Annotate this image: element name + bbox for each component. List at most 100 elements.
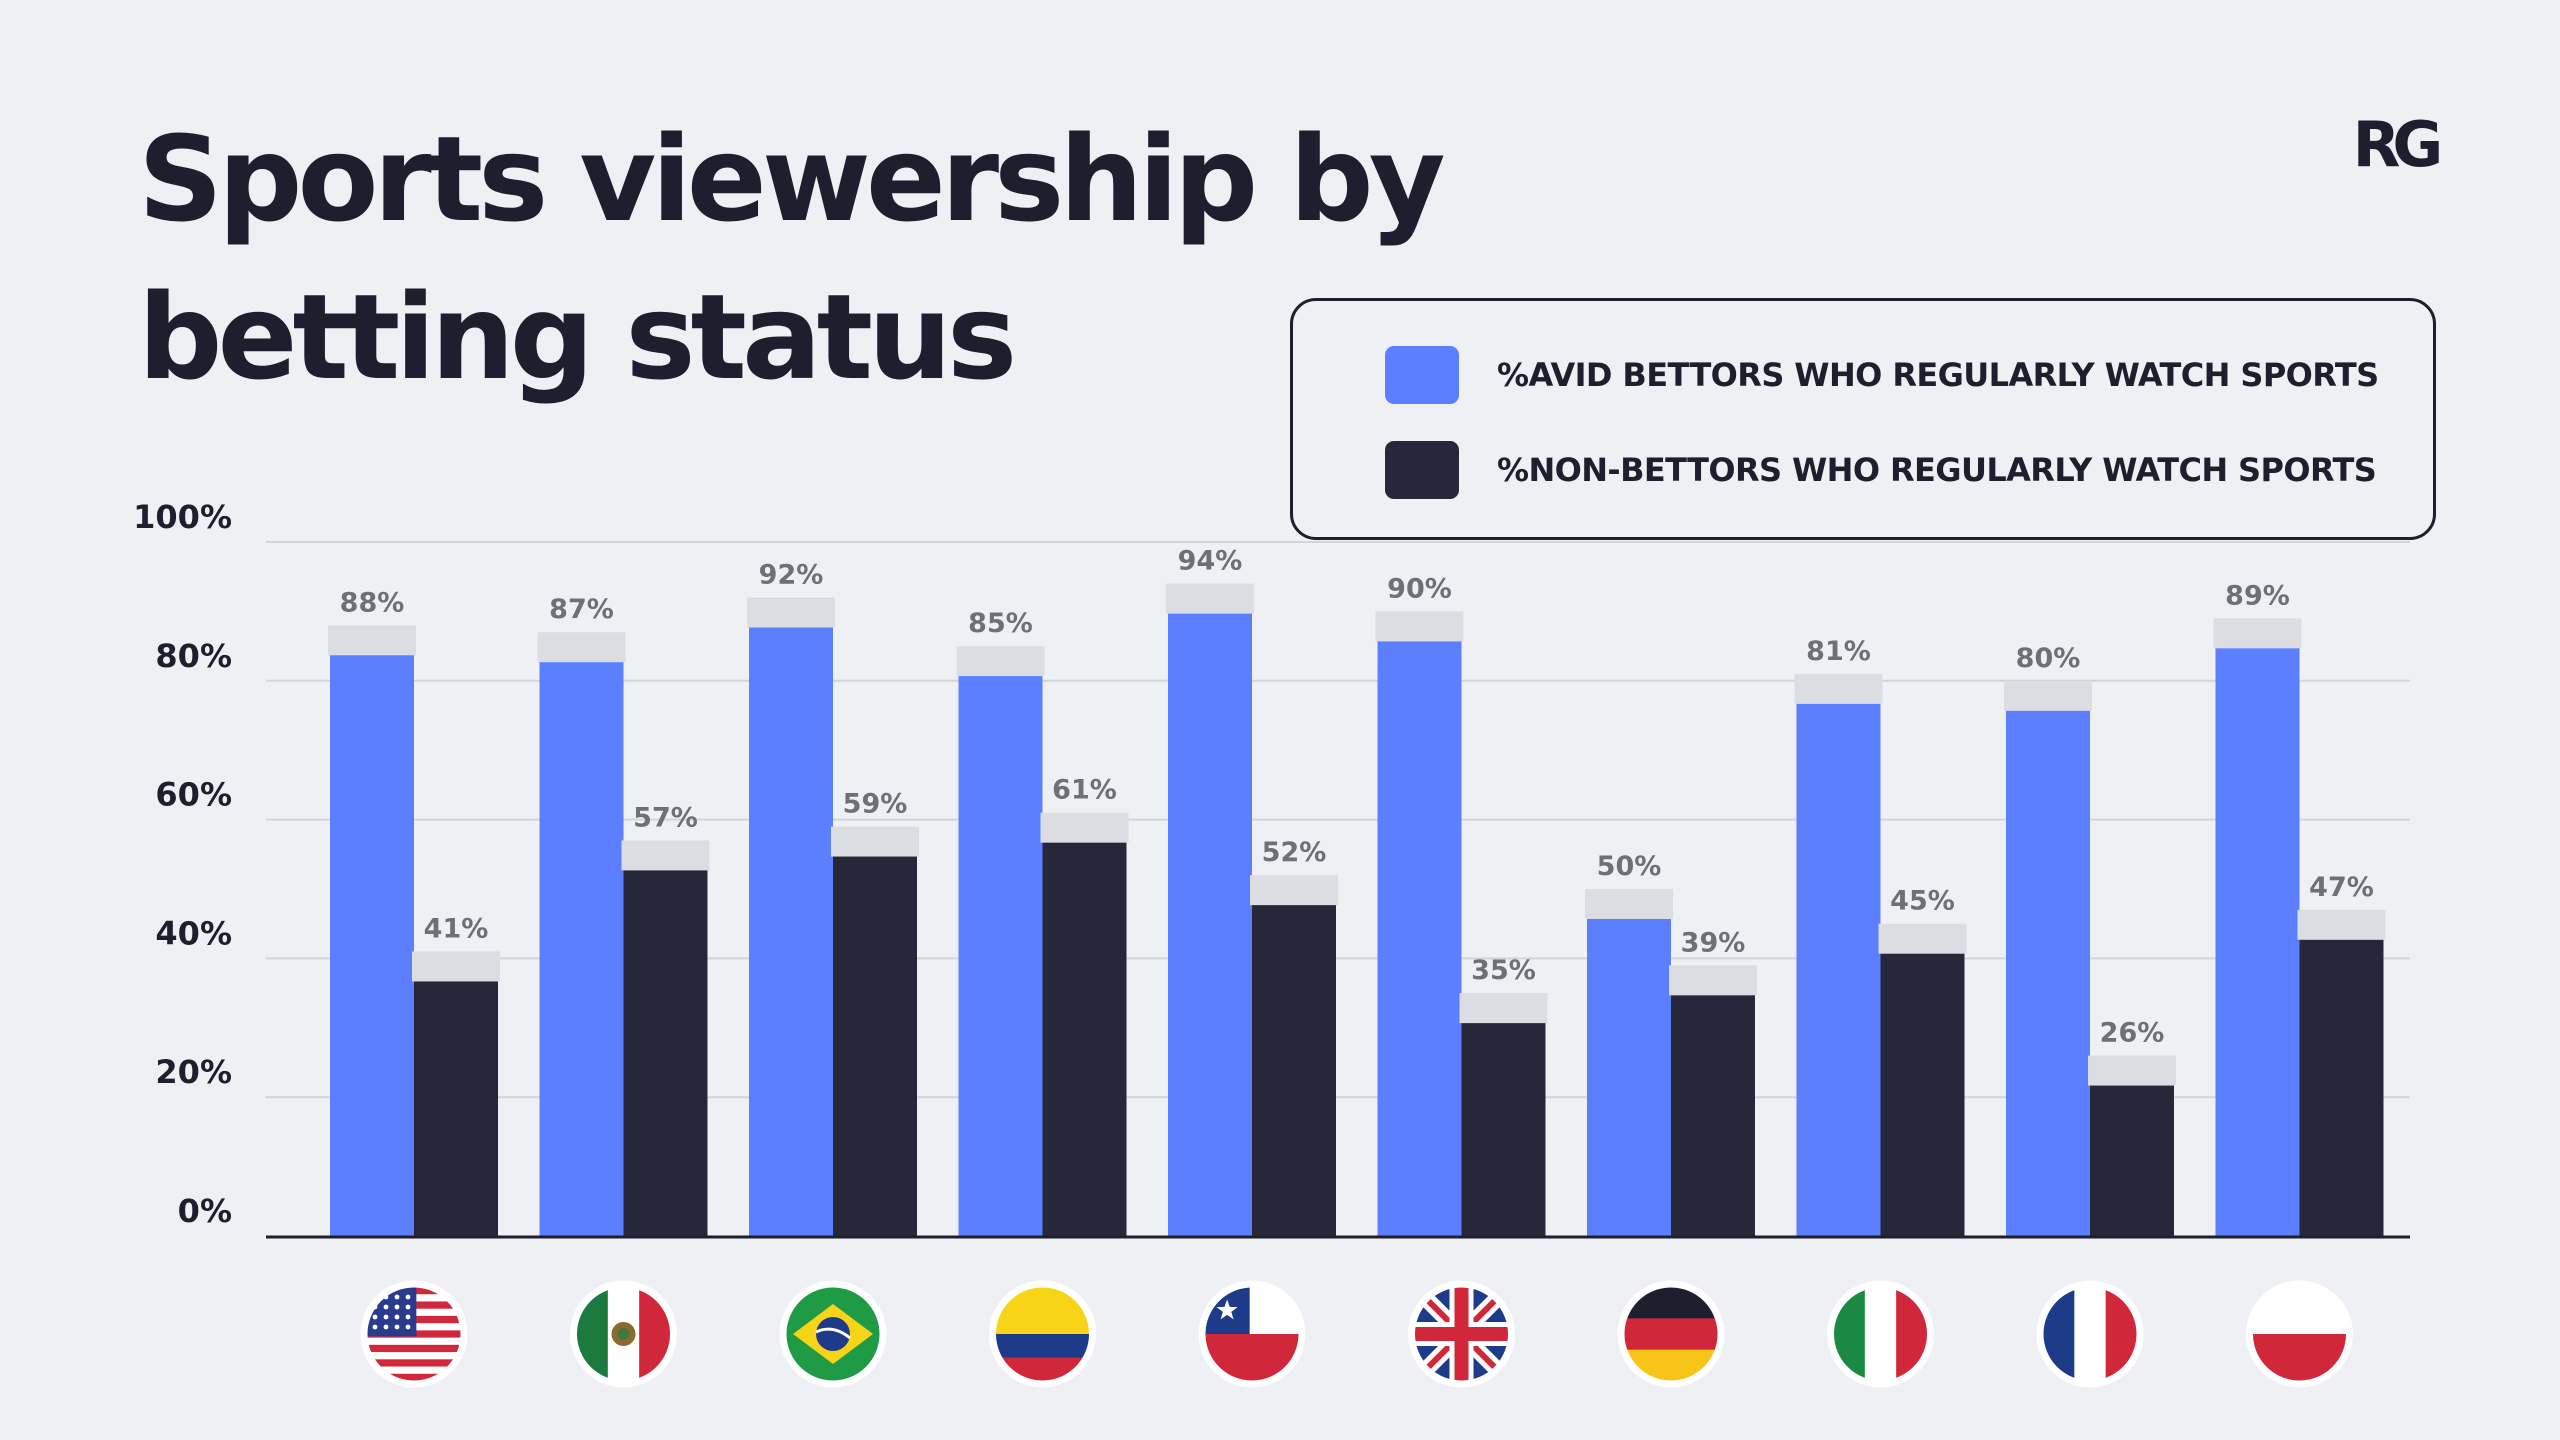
bar-cap-avid bbox=[2213, 618, 2302, 649]
data-label-avid: 89% bbox=[2225, 580, 2290, 611]
bar-avid bbox=[1587, 919, 1671, 1236]
bar-cap-avid bbox=[328, 625, 416, 656]
bar-cap-non bbox=[1878, 923, 1967, 954]
bar-non bbox=[2090, 1085, 2174, 1236]
bar-group: 88% 41% bbox=[328, 587, 500, 1236]
germany-flag-icon bbox=[1624, 1287, 1718, 1381]
bar-cap-non bbox=[831, 826, 919, 857]
data-label-avid: 81% bbox=[1806, 636, 1871, 667]
legend-label-avid: %AVID BETTORS WHO REGULARLY WATCH SPORTS bbox=[1497, 356, 2379, 394]
bar-avid bbox=[539, 662, 624, 1236]
legend-swatch-non bbox=[1385, 441, 1459, 499]
bar-cap-non bbox=[621, 840, 710, 871]
rg-logo: RG bbox=[2353, 108, 2442, 178]
country-flags bbox=[360, 1280, 2353, 1388]
data-label-avid: 94% bbox=[1178, 546, 1243, 577]
uk-flag-icon bbox=[1414, 1287, 1509, 1381]
bar-avid bbox=[1377, 641, 1462, 1236]
y-tick-label: 100% bbox=[133, 498, 232, 536]
legend-swatch-avid bbox=[1385, 346, 1459, 404]
bar-non bbox=[1461, 1023, 1546, 1236]
bar-cap-avid bbox=[1585, 889, 1673, 919]
mexico-flag-icon bbox=[576, 1287, 671, 1381]
bar-group: 81% 45% bbox=[1794, 636, 1967, 1236]
bar-cap-avid bbox=[2004, 680, 2092, 711]
flag-ring bbox=[1408, 1280, 1515, 1388]
legend: %AVID BETTORS WHO REGULARLY WATCH SPORTS… bbox=[1290, 298, 2436, 540]
data-label-avid: 50% bbox=[1597, 851, 1662, 882]
data-label-avid: 92% bbox=[759, 560, 824, 591]
data-label-avid: 80% bbox=[2016, 643, 2081, 674]
y-tick-label: 80% bbox=[155, 637, 232, 675]
bar-non bbox=[2299, 939, 2384, 1236]
us-flag-icon bbox=[367, 1287, 461, 1381]
flag-ring bbox=[360, 1280, 468, 1388]
bar-cap-non bbox=[1040, 812, 1129, 843]
data-label-non: 45% bbox=[1890, 886, 1955, 917]
data-label-non: 61% bbox=[1052, 775, 1117, 806]
bar-avid bbox=[1796, 703, 1881, 1236]
bar-cap-avid bbox=[1794, 673, 1883, 704]
bar-cap-non bbox=[2297, 909, 2386, 940]
brazil-flag-icon bbox=[786, 1287, 880, 1381]
bar-avid bbox=[330, 655, 414, 1236]
y-tick-label: 60% bbox=[155, 776, 232, 814]
data-label-non: 41% bbox=[424, 913, 489, 944]
bar-non bbox=[623, 870, 708, 1236]
bar-group: 85% 61% bbox=[956, 608, 1129, 1236]
bar-cap-non bbox=[1669, 965, 1757, 996]
bar-cap-non bbox=[412, 951, 500, 982]
bar-non bbox=[1880, 953, 1965, 1236]
page-title: Sports viewership by betting status bbox=[138, 110, 1446, 406]
bar-cap-avid bbox=[1166, 583, 1254, 614]
y-axis: 0% 20% 40% 60% 80% 100% bbox=[133, 498, 232, 1230]
data-label-non: 52% bbox=[1262, 837, 1327, 868]
y-tick-label: 20% bbox=[155, 1053, 232, 1091]
bar-cap-avid bbox=[956, 646, 1045, 677]
legend-label-non: %NON-BETTORS WHO REGULARLY WATCH SPORTS bbox=[1497, 451, 2377, 489]
bar-non bbox=[1042, 842, 1127, 1236]
flag-ring bbox=[570, 1280, 677, 1388]
bar-non bbox=[1671, 995, 1755, 1236]
flag-ring bbox=[1827, 1280, 1934, 1388]
y-tick-label: 40% bbox=[155, 914, 232, 952]
data-label-avid: 85% bbox=[968, 608, 1033, 639]
legend-item-non: %NON-BETTORS WHO REGULARLY WATCH SPORTS bbox=[1385, 440, 2377, 500]
bar-cap-non bbox=[1250, 875, 1338, 906]
bar-non bbox=[414, 981, 498, 1236]
data-label-non: 59% bbox=[843, 789, 908, 820]
bar-avid bbox=[749, 627, 833, 1236]
data-label-non: 26% bbox=[2100, 1018, 2165, 1049]
bar-group: 87% 57% bbox=[537, 594, 710, 1236]
bar-cap-non bbox=[1459, 993, 1548, 1024]
bar-avid bbox=[2215, 648, 2300, 1236]
flag-ring bbox=[1198, 1280, 1306, 1388]
bar-group: 94% 52% bbox=[1166, 546, 1338, 1236]
bar-cap-avid bbox=[1375, 611, 1464, 642]
data-label-non: 57% bbox=[633, 802, 698, 833]
flag-ring bbox=[2036, 1280, 2144, 1388]
bar-group: 50% 39% bbox=[1585, 851, 1757, 1236]
bar-non bbox=[1252, 905, 1336, 1236]
bar-cap-avid bbox=[537, 632, 626, 663]
y-tick-label: 0% bbox=[178, 1192, 232, 1230]
flag-ring bbox=[1617, 1280, 1725, 1388]
logo-text: RG bbox=[2353, 108, 2440, 178]
bar-non bbox=[833, 856, 917, 1236]
flag-ring bbox=[779, 1280, 887, 1388]
data-label-non: 39% bbox=[1681, 927, 1746, 958]
legend-item-avid: %AVID BETTORS WHO REGULARLY WATCH SPORTS bbox=[1385, 345, 2379, 405]
flag-ring bbox=[989, 1280, 1096, 1388]
data-label-avid: 90% bbox=[1387, 573, 1452, 604]
bar-group: 90% 35% bbox=[1375, 573, 1548, 1236]
data-label-non: 35% bbox=[1471, 955, 1536, 986]
bar-avid bbox=[1168, 613, 1252, 1236]
bar-group: 80% 26% bbox=[2004, 643, 2176, 1236]
bars: 88% 41% 87% 57% 92% 59% 85% 61% 94% 52% 90% 35% 50% 3… bbox=[328, 546, 2386, 1236]
bar-cap-non bbox=[2088, 1055, 2176, 1086]
data-label-non: 47% bbox=[2309, 872, 2374, 903]
bar-group: 89% 47% bbox=[2213, 580, 2386, 1236]
bar-group: 92% 59% bbox=[747, 560, 919, 1236]
bar-avid bbox=[958, 676, 1043, 1236]
